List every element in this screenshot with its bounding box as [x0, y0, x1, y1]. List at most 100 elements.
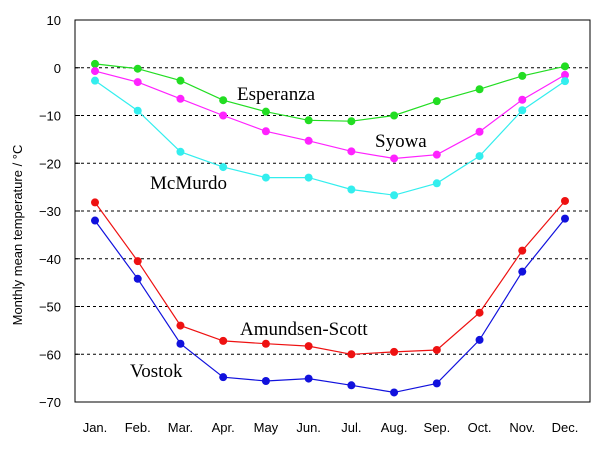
series-points [91, 59, 569, 397]
data-point-syowa [390, 154, 399, 163]
series-label-mcmurdo: McMurdo [150, 173, 227, 194]
data-point-mcmurdo [91, 76, 99, 85]
data-point-amundsen-scott [91, 198, 99, 207]
data-point-vostok [219, 373, 228, 382]
data-point-amundsen-scott [561, 196, 569, 205]
x-tick-label: Jun. [296, 420, 321, 435]
data-point-vostok [304, 374, 313, 383]
y-tick-label: −10 [39, 109, 61, 124]
data-point-vostok [261, 376, 270, 385]
y-tick-label: −50 [39, 300, 61, 315]
data-point-esperanza [176, 76, 185, 85]
data-point-vostok [176, 339, 185, 348]
grid-lines [75, 67, 590, 355]
data-point-syowa [432, 150, 441, 159]
y-tick-label: −70 [39, 395, 61, 410]
data-point-esperanza [304, 116, 313, 125]
data-point-esperanza [219, 96, 228, 105]
data-point-esperanza [432, 97, 441, 106]
y-tick-label: −20 [39, 156, 61, 171]
data-point-amundsen-scott [390, 347, 399, 356]
x-tick-label: Jul. [341, 420, 361, 435]
series-line-mcmurdo [94, 80, 566, 196]
data-point-mcmurdo [176, 147, 185, 156]
data-point-syowa [518, 95, 527, 104]
series-line-vostok [94, 218, 566, 394]
plot-area-frame [74, 19, 591, 403]
data-point-vostok [91, 216, 99, 225]
data-point-mcmurdo [347, 185, 356, 194]
data-point-mcmurdo [432, 179, 441, 188]
data-point-syowa [561, 70, 569, 79]
series-label-syowa: Syowa [375, 131, 427, 152]
y-axis-ticks: 10 0 −10 −20 −30 −40 −50 −60 −70 [39, 13, 80, 410]
data-point-mcmurdo [475, 152, 484, 161]
data-point-amundsen-scott [176, 321, 185, 330]
y-tick-label: 10 [47, 13, 61, 28]
data-point-esperanza [347, 117, 356, 126]
x-tick-label: Aug. [381, 420, 408, 435]
data-point-syowa [347, 147, 356, 156]
data-point-syowa [261, 127, 270, 136]
data-point-vostok [347, 381, 356, 390]
x-axis-ticks: Jan. Feb. Mar. Apr. May Jun. Jul. Aug. Sep. Oct. N… [83, 420, 579, 435]
data-point-mcmurdo [561, 77, 569, 86]
data-point-esperanza [261, 107, 270, 116]
data-point-esperanza [561, 62, 569, 71]
data-point-esperanza [518, 71, 527, 80]
data-point-mcmurdo [518, 106, 527, 115]
y-axis-label: Monthly mean temperature / °C [10, 145, 25, 326]
y-tick-label: −40 [39, 252, 61, 267]
series-label-amundsen-scott: Amundsen-Scott [240, 319, 368, 340]
x-tick-label: Mar. [168, 420, 193, 435]
data-point-esperanza [390, 111, 399, 120]
data-point-mcmurdo [219, 163, 228, 172]
series-line-amundsen-scott [94, 200, 566, 355]
series-line-esperanza [94, 63, 566, 122]
x-tick-label: May [254, 420, 279, 435]
y-tick-label: 0 [54, 61, 61, 76]
series-label-vostok: Vostok [130, 361, 183, 382]
data-point-vostok [432, 379, 441, 388]
data-point-vostok [518, 267, 527, 276]
data-point-esperanza [133, 64, 142, 73]
data-point-amundsen-scott [133, 257, 142, 266]
series-line-syowa [94, 70, 566, 160]
data-point-syowa [176, 94, 185, 103]
data-point-mcmurdo [261, 173, 270, 182]
x-tick-label: Nov. [509, 420, 535, 435]
x-tick-label: Dec. [552, 420, 579, 435]
series-lines [94, 63, 566, 394]
data-point-mcmurdo [133, 106, 142, 115]
data-point-amundsen-scott [347, 350, 356, 359]
x-tick-label: Apr. [212, 420, 235, 435]
x-tick-label: Sep. [423, 420, 450, 435]
data-point-vostok [475, 335, 484, 344]
data-point-amundsen-scott [518, 246, 527, 255]
data-point-amundsen-scott [219, 336, 228, 345]
y-tick-label: −60 [39, 347, 61, 362]
data-point-syowa [475, 127, 484, 136]
data-point-vostok [561, 214, 569, 223]
data-point-esperanza [475, 85, 484, 94]
data-point-esperanza [91, 59, 99, 68]
data-point-mcmurdo [390, 191, 399, 200]
x-tick-label: Oct. [468, 420, 492, 435]
data-point-syowa [219, 111, 228, 120]
data-point-amundsen-scott [261, 339, 270, 348]
data-point-vostok [133, 274, 142, 283]
data-point-mcmurdo [304, 173, 313, 182]
series-label-esperanza: Esperanza [237, 84, 316, 105]
data-point-syowa [133, 78, 142, 87]
data-point-amundsen-scott [432, 345, 441, 354]
data-point-syowa [91, 67, 99, 76]
data-point-amundsen-scott [475, 308, 484, 317]
series-labels: Esperanza Syowa McMurdo Amundsen-Scott Vosto… [130, 84, 427, 382]
data-point-vostok [390, 388, 399, 397]
x-tick-label: Jan. [83, 420, 108, 435]
y-tick-label: −30 [39, 204, 61, 219]
data-point-amundsen-scott [304, 342, 313, 351]
x-tick-label: Feb. [125, 420, 151, 435]
data-point-syowa [304, 136, 313, 145]
